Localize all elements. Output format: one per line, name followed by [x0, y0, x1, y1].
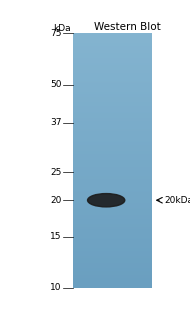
Text: 75: 75: [50, 29, 62, 38]
Text: kDa: kDa: [53, 24, 71, 33]
Text: 50: 50: [50, 80, 62, 89]
Text: 15: 15: [50, 232, 62, 241]
Text: 20kDa: 20kDa: [164, 196, 190, 205]
Text: 10: 10: [50, 283, 62, 292]
Text: 25: 25: [50, 167, 62, 176]
Text: 37: 37: [50, 118, 62, 127]
Text: 20: 20: [50, 196, 62, 205]
Ellipse shape: [88, 193, 125, 207]
Text: Western Blot: Western Blot: [94, 22, 161, 32]
